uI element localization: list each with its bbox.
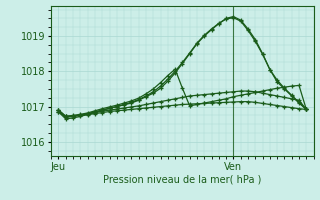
X-axis label: Pression niveau de la mer( hPa ): Pression niveau de la mer( hPa ) (103, 174, 261, 184)
